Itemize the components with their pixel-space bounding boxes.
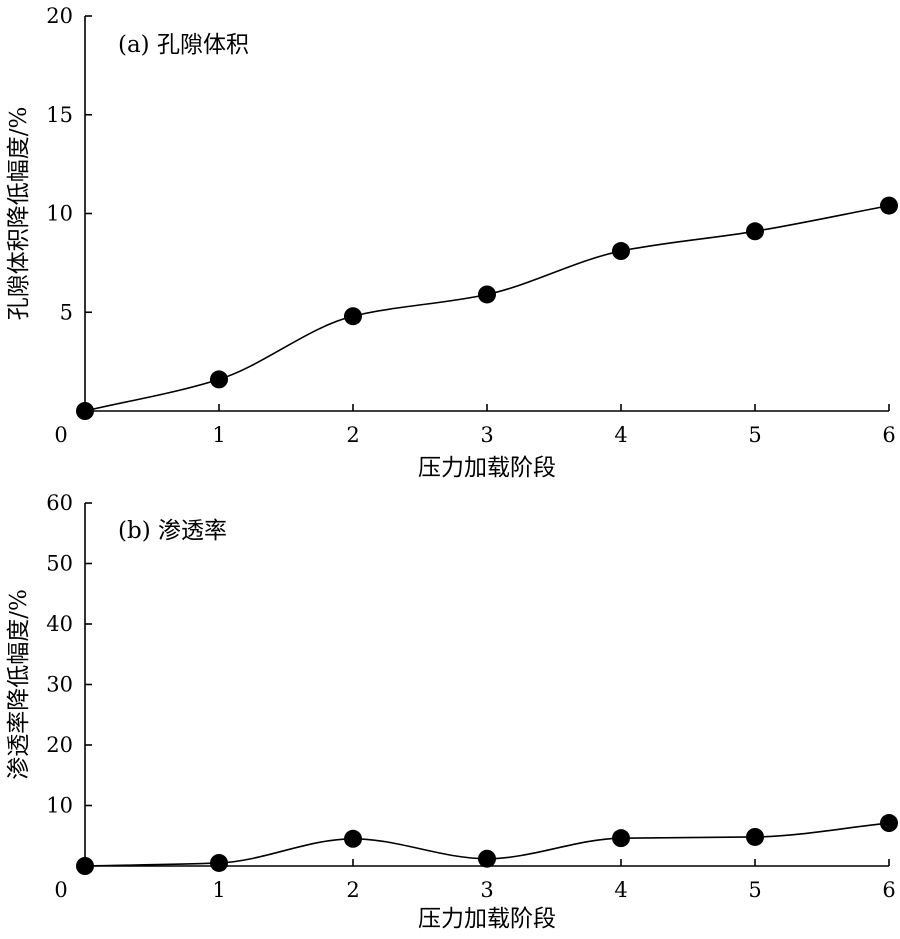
data-point [612, 242, 630, 261]
y-tick-label: 60 [46, 491, 73, 515]
y-axis-title: 孔隙体积降低幅度/% [6, 107, 32, 321]
data-point [880, 814, 898, 833]
y-tick-label: 50 [46, 552, 73, 576]
y-tick-label: 20 [46, 733, 73, 757]
x-tick-label: 0 [54, 878, 67, 902]
y-tick-label: 15 [46, 103, 73, 127]
x-tick-label: 2 [346, 423, 359, 447]
data-point [478, 285, 496, 304]
y-axis-title: 渗透率降低幅度/% [6, 589, 32, 780]
data-point [746, 222, 764, 241]
y-tick-label: 20 [46, 4, 73, 28]
panel-label: (a) 孔隙体积 [118, 32, 249, 58]
data-point [210, 853, 228, 872]
y-tick-label: 40 [46, 612, 73, 636]
x-tick-label: 6 [882, 423, 895, 447]
x-tick-label: 4 [614, 878, 627, 902]
y-tick-label: 30 [46, 673, 73, 697]
data-point [76, 857, 94, 875]
data-point [344, 829, 362, 848]
data-point [210, 370, 228, 389]
panel-label: (b) 渗透率 [118, 518, 227, 544]
data-point [76, 402, 94, 420]
y-tick-label: 10 [46, 794, 73, 818]
x-tick-label: 5 [748, 878, 761, 902]
data-point [612, 829, 630, 848]
x-axis-title: 压力加载阶段 [418, 906, 556, 932]
x-tick-label: 1 [212, 423, 225, 447]
y-tick-label: 5 [60, 300, 73, 324]
x-axis-title: 压力加载阶段 [418, 455, 556, 481]
x-tick-label: 1 [212, 878, 225, 902]
x-tick-label: 2 [346, 878, 359, 902]
series-line [84, 204, 890, 412]
y-tick-label: 10 [46, 202, 73, 226]
data-point [746, 827, 764, 846]
x-tick-label: 3 [480, 878, 493, 902]
x-tick-label: 5 [748, 423, 761, 447]
data-point [880, 196, 898, 215]
data-point [478, 849, 496, 868]
x-tick-label: 3 [480, 423, 493, 447]
x-tick-label: 4 [614, 423, 627, 447]
data-point [344, 307, 362, 326]
x-tick-label: 6 [882, 878, 895, 902]
x-tick-label: 0 [54, 423, 67, 447]
